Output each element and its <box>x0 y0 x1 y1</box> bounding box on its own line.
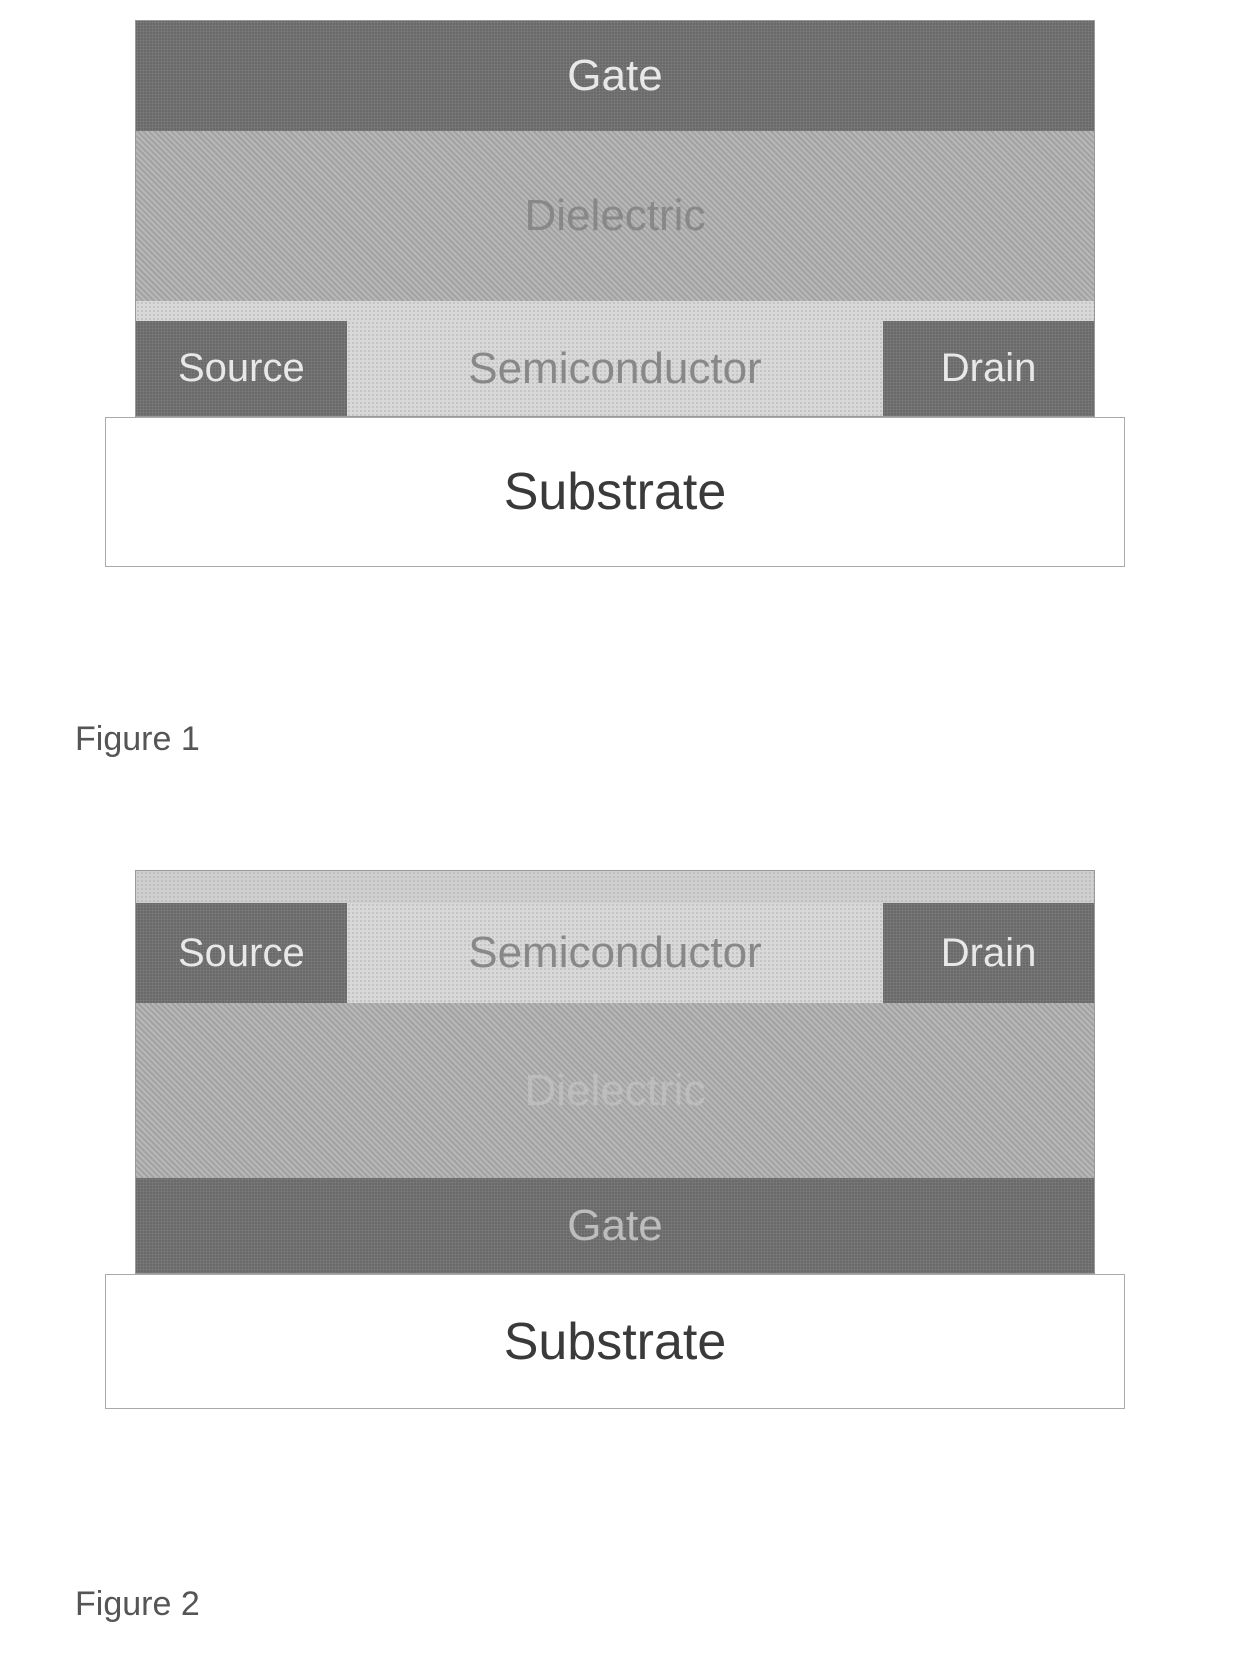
fig1-gate-layer: Gate <box>136 21 1094 131</box>
fig2-dielectric-label: Dielectric <box>525 1066 706 1116</box>
fig1-substrate: Substrate <box>105 417 1125 567</box>
fig2-gate-layer: Gate <box>136 1178 1094 1273</box>
fig2-source: Source <box>136 903 347 1003</box>
fig1-gate-label: Gate <box>567 51 662 101</box>
figure-2-caption: Figure 2 <box>75 1585 200 1624</box>
fig2-gate-label: Gate <box>567 1201 662 1251</box>
fig1-drain: Drain <box>883 321 1094 416</box>
fig1-semiconductor-label: Semiconductor <box>468 344 761 394</box>
fig2-stack: Source Semiconductor Drain Dielectric Ga… <box>135 870 1095 1274</box>
figure-1-caption: Figure 1 <box>75 720 200 759</box>
fig2-source-label: Source <box>178 931 305 976</box>
fig1-source-label: Source <box>178 346 305 391</box>
fig2-dielectric-layer: Dielectric <box>136 1003 1094 1178</box>
figure-1: Gate Dielectric Source Semiconductor Dra… <box>135 20 1095 567</box>
fig1-stack: Gate Dielectric Source Semiconductor Dra… <box>135 20 1095 417</box>
fig2-semiconductor: Semiconductor <box>347 903 883 1003</box>
fig1-semiconductor: Semiconductor <box>347 321 883 416</box>
fig2-source-semi-drain-row: Source Semiconductor Drain <box>136 903 1094 1003</box>
fig1-source: Source <box>136 321 347 416</box>
fig1-drain-label: Drain <box>941 346 1037 391</box>
fig1-substrate-label: Substrate <box>504 462 727 522</box>
fig2-substrate: Substrate <box>105 1274 1125 1409</box>
fig2-semiconductor-label: Semiconductor <box>468 928 761 978</box>
fig1-dielectric-layer: Dielectric <box>136 131 1094 301</box>
fig1-dielectric-label: Dielectric <box>525 191 706 241</box>
figure-2: Source Semiconductor Drain Dielectric Ga… <box>135 870 1095 1409</box>
fig1-semi-thin-strip <box>136 301 1094 321</box>
fig2-drain: Drain <box>883 903 1094 1003</box>
fig1-source-semi-drain-row: Source Semiconductor Drain <box>136 321 1094 416</box>
fig2-substrate-label: Substrate <box>504 1312 727 1372</box>
fig2-drain-label: Drain <box>941 931 1037 976</box>
fig2-top-thin-strip <box>136 871 1094 903</box>
